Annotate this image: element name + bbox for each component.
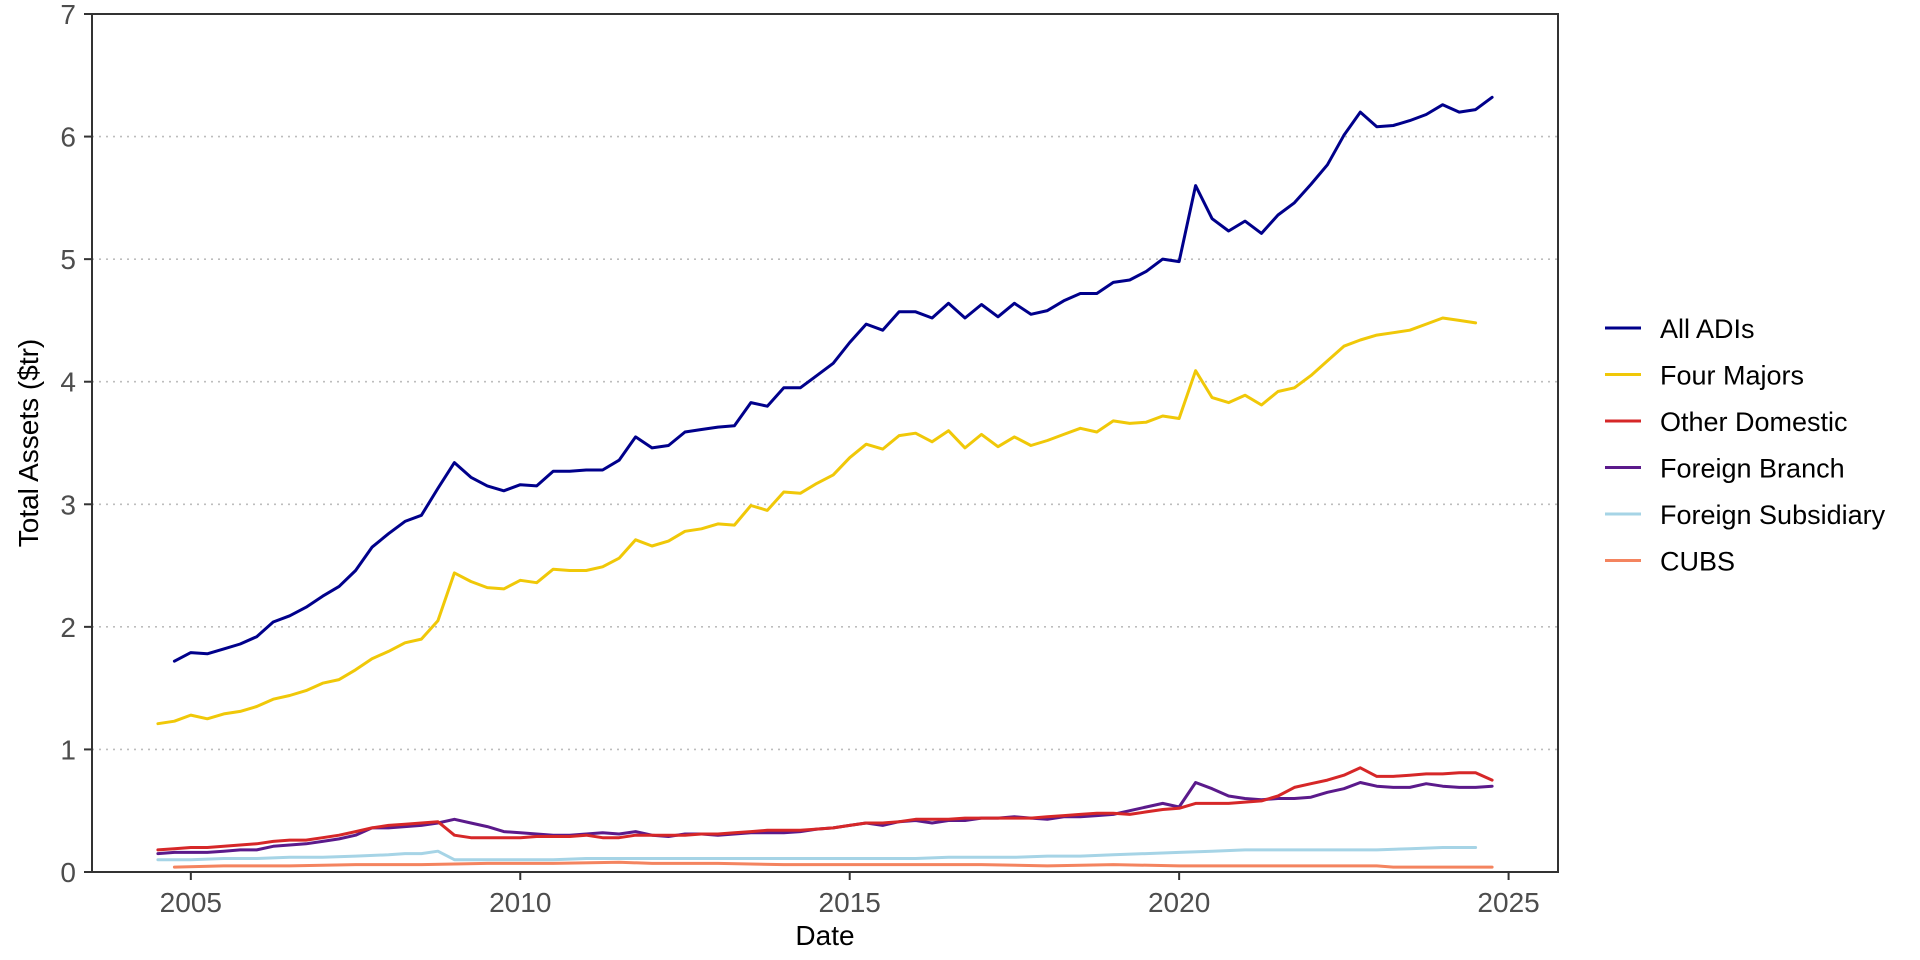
series-line-all-adis: [172, 95, 1494, 663]
y-tick-label: 0: [60, 857, 76, 888]
legend-label: All ADIs: [1660, 314, 1755, 344]
x-axis-title: Date: [795, 920, 854, 951]
legend-label: Foreign Branch: [1660, 454, 1845, 484]
legend-label: Other Domestic: [1660, 407, 1848, 437]
series-line-cubs: [172, 860, 1494, 869]
y-tick-label: 7: [60, 0, 76, 30]
series-lines: [156, 95, 1494, 869]
legend-item-four-majors: Four Majors: [1605, 361, 1804, 391]
series-line-four-majors: [156, 316, 1478, 726]
legend-label: Four Majors: [1660, 361, 1804, 391]
series-line-other-domestic: [156, 766, 1494, 852]
legend-label: CUBS: [1660, 547, 1735, 577]
y-tick-label: 4: [60, 367, 76, 398]
x-tick-label: 2015: [819, 887, 881, 918]
series-line-foreign-subsidiary: [156, 846, 1478, 862]
x-axis: 2005 2010 2015 2020 2025: [160, 872, 1540, 918]
y-axis-title: Total Assets ($tr): [13, 339, 44, 548]
y-tick-label: 5: [60, 244, 76, 275]
legend-item-foreign-subsidiary: Foreign Subsidiary: [1605, 500, 1886, 530]
legend-item-cubs: CUBS: [1605, 547, 1735, 577]
legend: All ADIs Four Majors Other Domestic Foreign…: [1605, 314, 1886, 577]
legend-item-other-domestic: Other Domestic: [1605, 407, 1848, 437]
legend-item-all-adis: All ADIs: [1605, 314, 1755, 344]
x-tick-label: 2005: [160, 887, 222, 918]
gridlines: [92, 135, 1558, 751]
series-line-foreign-branch: [156, 781, 1494, 856]
y-tick-label: 3: [60, 489, 76, 520]
x-tick-label: 2020: [1148, 887, 1210, 918]
y-tick-label: 6: [60, 122, 76, 153]
y-tick-label: 2: [60, 612, 76, 643]
legend-item-foreign-branch: Foreign Branch: [1605, 454, 1845, 484]
x-tick-label: 2025: [1477, 887, 1539, 918]
y-tick-label: 1: [60, 734, 76, 765]
x-tick-label: 2010: [489, 887, 551, 918]
y-axis: 0 1 2 3 4 5 6 7: [60, 0, 92, 888]
legend-label: Foreign Subsidiary: [1660, 500, 1886, 530]
plot-border: [91, 13, 1559, 873]
